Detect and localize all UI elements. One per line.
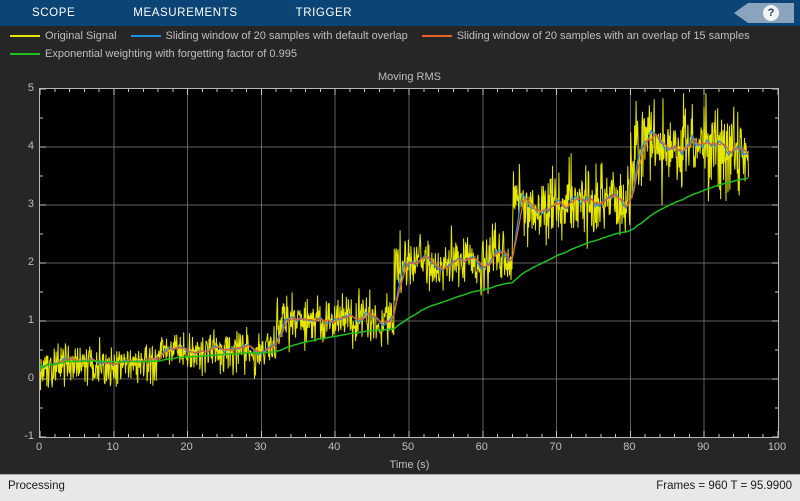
plot-area: Moving RMS Amplitude Time (s) -101234501…: [0, 67, 800, 474]
x-tick-label: 70: [549, 441, 562, 453]
x-tick-label: 100: [767, 441, 787, 453]
y-tick-label: 0: [27, 372, 34, 384]
legend-swatch-exponential: [10, 53, 40, 55]
y-tick-label: 4: [27, 140, 34, 152]
legend-row: Original Signal Sliding window of 20 sam…: [10, 27, 764, 45]
x-tick-label: 50: [401, 441, 415, 453]
legend-row: Exponential weighting with forgetting fa…: [10, 45, 311, 63]
legend-entry-sliding-overlap15[interactable]: Sliding window of 20 samples with an ove…: [421, 30, 750, 42]
legend-label-exponential: Exponential weighting with forgetting fa…: [45, 48, 297, 60]
x-tick-label: 40: [328, 441, 341, 453]
question-mark-icon: ?: [763, 5, 779, 21]
menu-item-measurements[interactable]: MEASUREMENTS: [133, 7, 238, 19]
x-tick-label: 20: [180, 441, 193, 453]
chart-canvas: [39, 88, 779, 438]
legend-swatch-sliding-default: [130, 35, 161, 37]
legend-swatch-original-signal: [10, 35, 40, 37]
y-tick-label: 5: [27, 82, 34, 94]
status-bar: Processing Frames = 960 T = 95.9900: [0, 474, 800, 501]
legend-label-original-signal: Original Signal: [45, 30, 117, 42]
menu-item-scope[interactable]: SCOPE: [32, 7, 76, 19]
help-button[interactable]: ?: [734, 3, 794, 23]
x-tick-label: 10: [106, 441, 119, 453]
x-tick-label: 60: [475, 441, 488, 453]
menu-item-trigger[interactable]: TRIGGER: [295, 7, 353, 19]
legend: Original Signal Sliding window of 20 sam…: [0, 26, 800, 68]
y-tick-label: 3: [27, 198, 34, 210]
x-tick-label: 90: [697, 441, 710, 453]
legend-entry-sliding-default[interactable]: Sliding window of 20 samples with defaul…: [130, 30, 408, 42]
x-axis-label: Time (s): [389, 459, 430, 471]
legend-label-sliding-default: Sliding window of 20 samples with defaul…: [165, 30, 408, 42]
menu-bar: SCOPE MEASUREMENTS TRIGGER ?: [0, 0, 800, 26]
legend-label-sliding-overlap15: Sliding window of 20 samples with an ove…: [456, 30, 750, 42]
y-tick-label: 2: [27, 256, 34, 268]
legend-entry-original-signal[interactable]: Original Signal: [10, 30, 117, 42]
y-tick-label: -1: [24, 430, 34, 442]
x-tick-label: 30: [254, 441, 267, 453]
status-frames-time: Frames = 960 T = 95.9900: [656, 480, 792, 492]
legend-entry-exponential[interactable]: Exponential weighting with forgetting fa…: [10, 48, 297, 60]
y-tick-label: 1: [27, 314, 34, 326]
chart-title: Moving RMS: [378, 71, 441, 83]
x-tick-label: 0: [35, 441, 43, 453]
legend-swatch-sliding-overlap15: [421, 35, 452, 37]
status-message: Processing: [8, 480, 65, 492]
axes[interactable]: [39, 88, 779, 438]
x-tick-label: 80: [623, 441, 636, 453]
